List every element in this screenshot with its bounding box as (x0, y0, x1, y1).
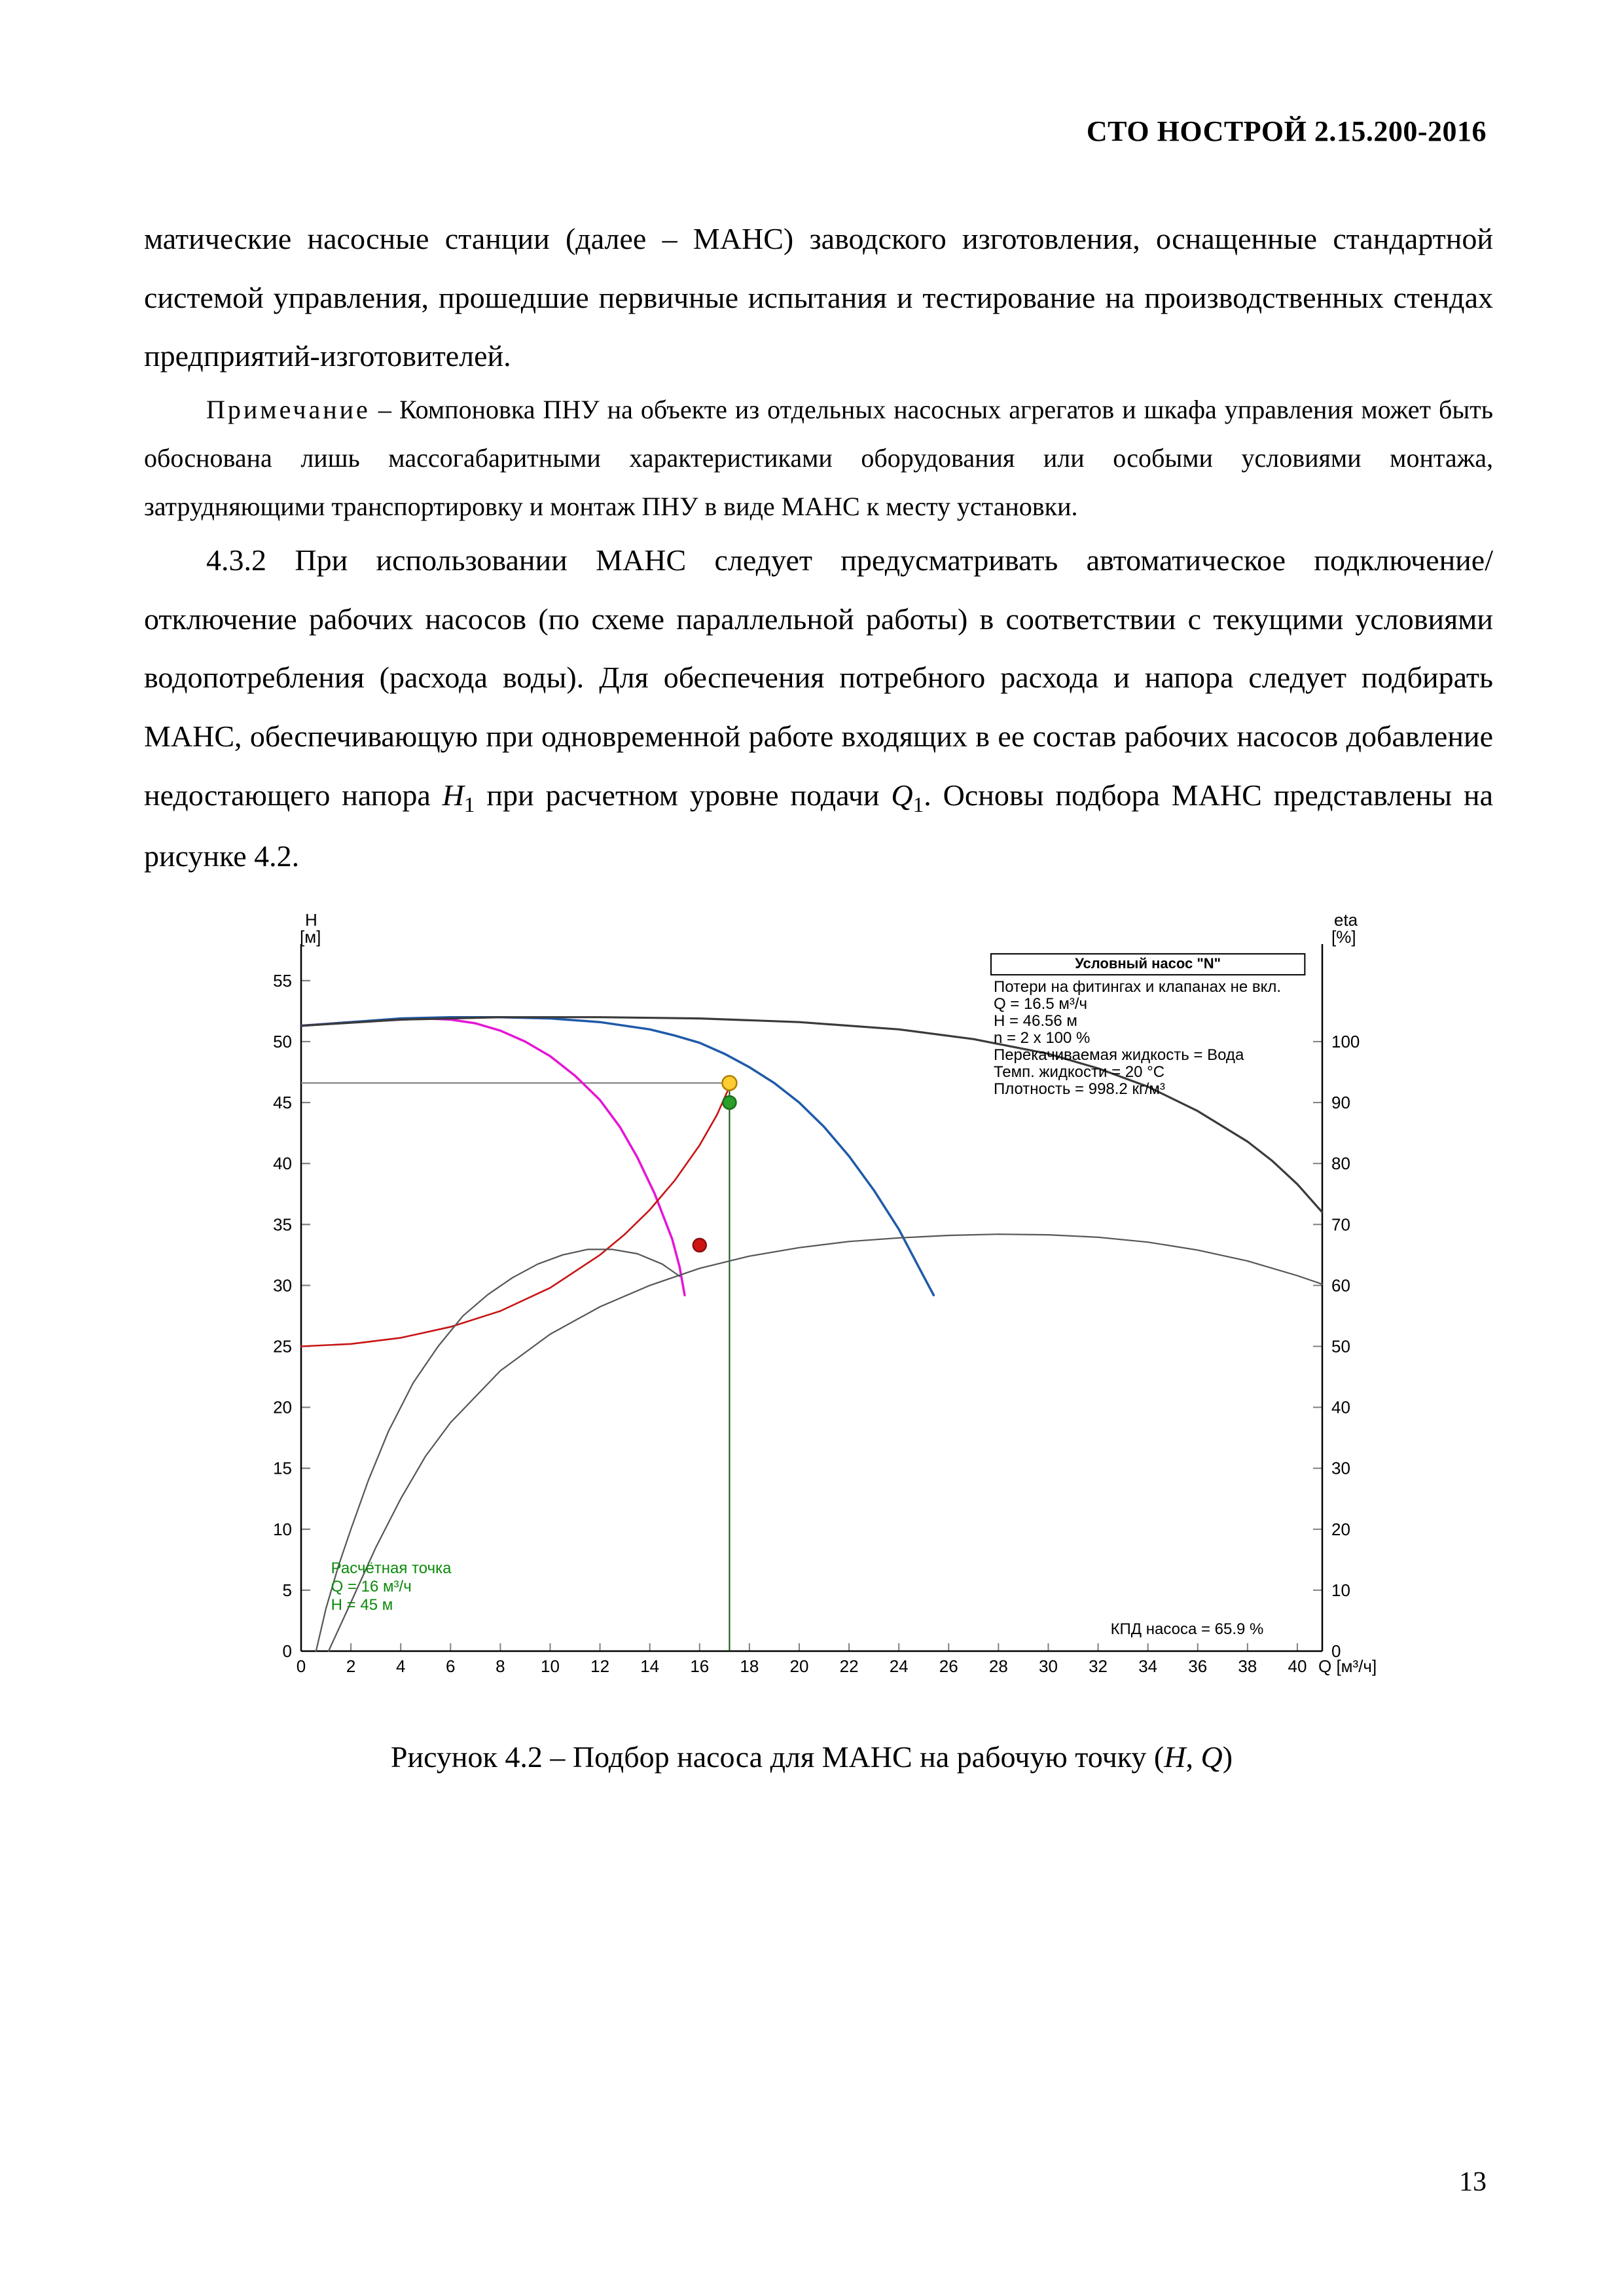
pump-chart: 0 5 10 15 20 25 30 35 40 45 50 55 0 10 20 30 40 50 60 70 80 9… (223, 905, 1401, 1717)
figure-4-2: 0 5 10 15 20 25 30 35 40 45 50 55 0 10 20 30 40 50 60 70 80 9… (223, 905, 1401, 1774)
ylabel-right: 10 (1331, 1580, 1350, 1600)
duty-annotation: H = 45 м (331, 1596, 393, 1614)
ylabel-left: 50 (273, 1032, 292, 1051)
ylabel-left: 15 (273, 1459, 292, 1478)
symbol-Q-sub: 1 (913, 793, 924, 817)
paragraph-4-3-2: 4.3.2 При использовании МАНС следует пре… (144, 531, 1493, 885)
ylabel-left: 35 (273, 1215, 292, 1235)
duty-annotation: Расчётная точка (331, 1559, 452, 1577)
eta-annotation: КПД насоса = 65.9 % (1111, 1620, 1264, 1638)
ylabel-left: 45 (273, 1093, 292, 1112)
ylabel-left: 5 (283, 1580, 292, 1600)
legend-line: Q = 16.5 м³/ч (994, 995, 1087, 1013)
ylabel-left: 20 (273, 1398, 292, 1417)
xlabel: 10 (541, 1656, 560, 1676)
ylabel-left: 25 (273, 1337, 292, 1357)
xlabel: 0 (297, 1656, 306, 1676)
xlabel: 38 (1238, 1656, 1257, 1676)
xlabel: 6 (446, 1656, 455, 1676)
xlabel: 22 (840, 1656, 859, 1676)
ylabel-right: 80 (1331, 1154, 1350, 1173)
legend-line: n = 2 x 100 % (994, 1029, 1090, 1047)
symbol-H: H (442, 778, 464, 812)
ylabel-right: 20 (1331, 1520, 1350, 1539)
duty-annotation: Q = 16 м³/ч (331, 1578, 412, 1595)
ylabel-right: 90 (1331, 1093, 1350, 1112)
svg-text:[м]: [м] (300, 927, 321, 947)
xlabel: 24 (890, 1656, 909, 1676)
note-label: Примечание (206, 395, 370, 424)
duty-point-yellow (722, 1076, 736, 1091)
note-paragraph: Примечание – Компоновка ПНУ на объекте и… (144, 386, 1493, 531)
xaxis-unit: Q [м³/ч] (1318, 1656, 1377, 1676)
symbol-H-sub: 1 (464, 793, 475, 817)
ylabel-right: 100 (1331, 1032, 1360, 1051)
xlabel: 16 (690, 1656, 709, 1676)
figure-caption-suffix: ) (1223, 1740, 1233, 1774)
xlabel: 32 (1089, 1656, 1108, 1676)
xlabel: 36 (1188, 1656, 1207, 1676)
xlabel: 4 (396, 1656, 405, 1676)
xlabel: 2 (346, 1656, 355, 1676)
xlabel: 28 (989, 1656, 1008, 1676)
legend-line: Плотность = 998.2 кг/м³ (994, 1080, 1165, 1098)
figure-caption: Рисунок 4.2 – Подбор насоса для МАНС на … (223, 1740, 1401, 1774)
ylabel-right: 30 (1331, 1459, 1350, 1478)
xlabel: 20 (790, 1656, 809, 1676)
legend-line: Темп. жидкости = 20 °C (994, 1063, 1164, 1081)
page-number: 13 (1459, 2166, 1487, 2198)
duty-point-green (723, 1096, 736, 1109)
legend-line: Перекачиваемая жидкость = Вода (994, 1046, 1244, 1064)
xlabel: 30 (1039, 1656, 1058, 1676)
ylabel-left: 30 (273, 1276, 292, 1296)
ylabel-left: 10 (273, 1520, 292, 1539)
figure-caption-H: H (1164, 1740, 1185, 1774)
ylabel-right: 70 (1331, 1215, 1350, 1235)
document-page: СТО НОСТРОЙ 2.15.200-2016 матические нас… (0, 0, 1624, 2296)
figure-caption-Q: Q (1201, 1740, 1223, 1774)
p432-part-b: при расчетном уровне подачи (475, 778, 891, 812)
figure-caption-prefix: Рисунок 4.2 – Подбор насоса для МАНС на … (391, 1740, 1164, 1774)
legend-line: H = 46.56 м (994, 1012, 1077, 1030)
xlabel: 8 (496, 1656, 505, 1676)
xlabel: 18 (740, 1656, 759, 1676)
paragraph-continuation: матические насосные станции (далее – МАН… (144, 210, 1493, 386)
ylabel-right: 60 (1331, 1276, 1350, 1296)
p432-part-a: При использовании МАНС следует предусмат… (144, 543, 1493, 812)
ylabel-right: 40 (1331, 1398, 1350, 1417)
symbol-Q: Q (891, 778, 912, 812)
svg-text:[%]: [%] (1331, 927, 1356, 947)
section-number: 4.3.2 (206, 543, 295, 577)
xlabel: 26 (939, 1656, 958, 1676)
figure-caption-comma: , (1186, 1740, 1201, 1774)
legend-line: Потери на фитингах и клапанах не вкл. (994, 978, 1281, 996)
ylabel-left: 40 (273, 1154, 292, 1173)
ylabel-left: 0 (283, 1641, 292, 1661)
xlabel: 14 (640, 1656, 659, 1676)
body-text: матические насосные станции (далее – МАН… (144, 210, 1493, 885)
running-title: СТО НОСТРОЙ 2.15.200-2016 (1087, 115, 1487, 148)
legend-title: Условный насос "N" (1075, 955, 1221, 972)
xlabel: 12 (590, 1656, 609, 1676)
xlabel: 40 (1288, 1656, 1307, 1676)
ylabel-right: 50 (1331, 1337, 1350, 1357)
duty-point-red (693, 1239, 706, 1252)
xlabel: 34 (1138, 1656, 1157, 1676)
ylabel-left: 55 (273, 971, 292, 991)
